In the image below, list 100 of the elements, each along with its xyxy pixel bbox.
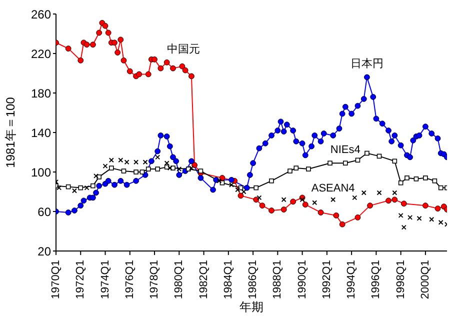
point xyxy=(318,210,324,216)
point xyxy=(352,195,358,200)
point xyxy=(294,166,299,170)
point xyxy=(94,173,99,178)
point xyxy=(65,46,72,52)
point xyxy=(268,208,274,214)
x-tick-label: 1994Q1 xyxy=(346,260,358,300)
point xyxy=(280,206,287,212)
point xyxy=(376,190,382,196)
point xyxy=(302,202,308,208)
point xyxy=(192,162,198,168)
point xyxy=(361,190,366,196)
point xyxy=(167,166,172,171)
x-tick-label: 1996Q1 xyxy=(370,260,382,300)
point xyxy=(404,176,410,180)
point xyxy=(355,158,360,163)
point xyxy=(376,154,382,159)
point xyxy=(102,22,108,29)
point xyxy=(164,59,170,66)
y-tick-label: 140 xyxy=(30,126,52,140)
point xyxy=(416,216,422,221)
point xyxy=(78,185,84,190)
point xyxy=(155,154,160,160)
point xyxy=(300,197,305,202)
point xyxy=(414,176,419,182)
y-tick-label: 100 xyxy=(30,165,52,180)
point xyxy=(269,178,274,184)
point xyxy=(438,185,444,190)
y-axis-title: 1981年＝100 xyxy=(3,96,18,168)
point xyxy=(146,166,151,172)
point xyxy=(288,168,292,174)
x-tick-label: 1972Q1 xyxy=(74,260,87,300)
series-label: ASEAN4 xyxy=(311,182,355,195)
point xyxy=(392,196,398,203)
point xyxy=(140,170,145,174)
point xyxy=(392,158,398,164)
point xyxy=(281,197,286,202)
x-tick-label: 1976Q1 xyxy=(124,260,136,300)
point xyxy=(198,168,204,174)
point xyxy=(96,30,102,36)
x-tick-label: 1986Q1 xyxy=(247,260,260,300)
point xyxy=(434,206,441,212)
point xyxy=(259,202,266,209)
point xyxy=(423,176,428,180)
point xyxy=(438,220,444,225)
point xyxy=(134,170,138,174)
point xyxy=(170,65,176,72)
point xyxy=(254,185,259,190)
point xyxy=(176,166,182,172)
point xyxy=(102,164,108,169)
y-tick-label: 220 xyxy=(30,46,52,61)
point xyxy=(306,166,311,172)
point xyxy=(398,180,404,186)
point xyxy=(400,200,407,207)
point xyxy=(330,197,336,202)
point xyxy=(253,196,260,203)
point xyxy=(429,216,434,222)
point xyxy=(343,160,348,166)
point xyxy=(188,73,194,80)
x-tick-label: 1974Q1 xyxy=(99,260,112,300)
point xyxy=(333,212,340,218)
point xyxy=(78,57,84,64)
point xyxy=(339,221,346,228)
point xyxy=(398,212,404,218)
x-axis-title: 年期 xyxy=(240,300,264,314)
x-tick-label: 1992Q1 xyxy=(320,260,333,300)
point xyxy=(220,180,225,186)
point xyxy=(401,224,406,230)
point xyxy=(367,202,373,209)
point xyxy=(120,57,127,64)
point xyxy=(90,42,96,48)
x-tick-label: 1988Q1 xyxy=(272,260,284,300)
x-tick-label: 1982Q1 xyxy=(198,260,210,300)
point xyxy=(216,178,222,184)
point xyxy=(105,30,112,36)
point xyxy=(256,195,262,200)
point xyxy=(108,158,114,163)
point xyxy=(136,71,142,78)
y-tick-label: 60 xyxy=(38,204,52,219)
point xyxy=(145,71,152,78)
series-label: NIEs4 xyxy=(330,144,360,156)
point xyxy=(290,198,296,205)
point xyxy=(84,185,90,190)
point xyxy=(432,178,438,184)
point xyxy=(422,202,428,209)
series-label: 日本円 xyxy=(350,57,384,70)
point xyxy=(164,160,170,166)
x-tick-label: 1970Q1 xyxy=(50,260,62,300)
y-tick-label: 20 xyxy=(38,244,52,258)
point xyxy=(354,214,361,220)
point xyxy=(392,190,398,196)
point xyxy=(118,36,124,43)
point xyxy=(126,68,133,74)
series-label: 中国元 xyxy=(166,42,200,56)
point xyxy=(386,198,392,204)
point xyxy=(121,168,126,174)
x-tick-label: 1998Q1 xyxy=(394,260,407,300)
point xyxy=(158,65,164,72)
point xyxy=(84,42,90,48)
point xyxy=(66,184,71,190)
